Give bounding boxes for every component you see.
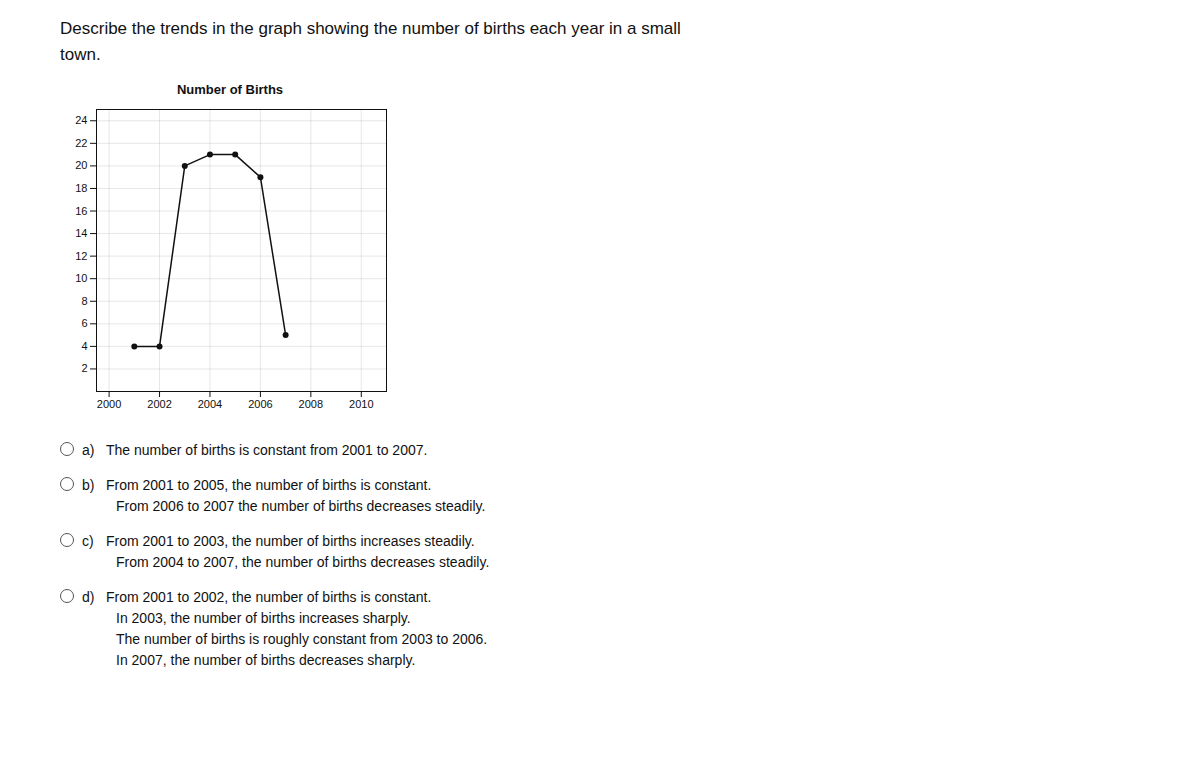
html-text:Number of Births: Number of Births: [176, 82, 284, 97]
svg-text:12: 12: [75, 250, 87, 262]
html-text:d): d): [82, 589, 95, 605]
html-text:In 2003, the number of births: In 2003, the number of births increases …: [116, 610, 411, 626]
svg-text:2000: 2000: [97, 398, 121, 410]
svg-text:8: 8: [81, 295, 87, 307]
svg-text:2010: 2010: [349, 398, 373, 410]
svg-text:22: 22: [75, 137, 87, 149]
html-text:town.: town.: [60, 45, 101, 64]
html-text:From 2001 to 2002, the number: From 2001 to 2002, the number of births …: [106, 589, 432, 605]
html-text:b): b): [82, 477, 95, 493]
svg-text:18: 18: [75, 182, 87, 194]
svg-text:6: 6: [81, 317, 87, 329]
svg-text:2008: 2008: [299, 398, 323, 410]
svg-text:20: 20: [75, 159, 87, 171]
svg-text:10: 10: [75, 272, 87, 284]
svg-text:24: 24: [75, 114, 87, 126]
svg-text:2002: 2002: [147, 398, 171, 410]
html-text:From 2001 to 2003, the number: From 2001 to 2003, the number of births …: [106, 533, 475, 549]
html-text:From 2004 to 2007, the number: From 2004 to 2007, the number of births …: [116, 554, 490, 570]
html-text:Describe the trends in the gra: Describe the trends in the graph showing…: [60, 19, 681, 38]
html-text:a): a): [82, 442, 95, 458]
svg-text:2004: 2004: [198, 398, 222, 410]
svg-text:2: 2: [81, 362, 87, 374]
html-text:c): c): [82, 533, 94, 549]
svg-text:4: 4: [81, 340, 87, 352]
html-text:The number of births is consta: The number of births is constant from 20…: [106, 442, 428, 458]
html-text:From 2001 to 2005, the number: From 2001 to 2005, the number of births …: [106, 477, 432, 493]
html-text:The number of births is roughl: The number of births is roughly constant…: [116, 631, 488, 647]
svg-text:16: 16: [75, 205, 87, 217]
svg-text:2006: 2006: [248, 398, 272, 410]
html-text:In 2007, the number of births: In 2007, the number of births decreases …: [116, 652, 416, 668]
svg-text:14: 14: [75, 227, 87, 239]
html-text:From 2006 to 2007 the number o: From 2006 to 2007 the number of births d…: [116, 498, 486, 514]
